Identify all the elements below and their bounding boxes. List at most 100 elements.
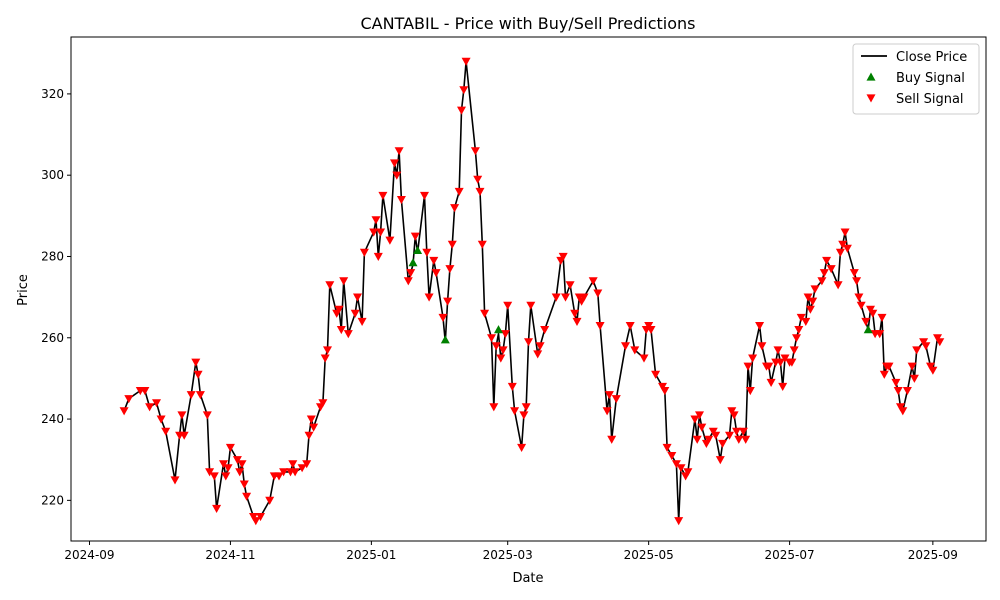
sell-signal-marker — [935, 338, 945, 347]
sell-signal-marker — [745, 387, 755, 396]
sell-signal-marker — [794, 326, 804, 335]
sell-signal-marker — [145, 403, 155, 412]
x-tick-label: 2024-11 — [205, 548, 255, 562]
sell-signal-marker — [893, 387, 903, 396]
legend-sell-swatch — [866, 94, 876, 103]
sell-signal-marker — [579, 293, 589, 302]
x-tick-label: 2025-05 — [624, 548, 674, 562]
sell-signal-marker — [119, 407, 129, 416]
sell-signal-marker — [394, 147, 404, 156]
sell-signal-marker — [588, 277, 598, 286]
y-tick-label: 320 — [41, 87, 64, 101]
sell-signal-marker — [621, 342, 630, 351]
sell-signal-marker — [718, 439, 728, 448]
sell-signal-marker — [625, 322, 635, 331]
sell-signal-marker — [500, 330, 510, 339]
sell-signal-marker — [808, 297, 818, 306]
sell-signal-marker — [378, 191, 388, 200]
sell-signal-marker — [734, 435, 744, 444]
sell-signal-marker — [826, 265, 836, 274]
sell-signal-marker — [891, 378, 901, 387]
sell-signal-marker — [459, 86, 469, 95]
sell-signal-marker — [748, 354, 758, 363]
sell-signal-marker — [242, 492, 252, 501]
sell-signal-marker — [237, 460, 247, 469]
sell-signal-marker — [879, 370, 889, 379]
buy-signal-marker — [494, 325, 503, 334]
sell-signal-marker — [526, 301, 536, 310]
sell-signal-marker — [170, 476, 180, 485]
sell-signal-marker — [480, 309, 490, 318]
y-tick-label: 240 — [41, 412, 64, 426]
sell-signal-marker — [470, 147, 480, 156]
sell-signal-marker — [457, 106, 466, 115]
sell-signal-marker — [593, 289, 603, 298]
sell-signal-marker — [431, 269, 441, 278]
sell-signal-marker — [256, 513, 265, 522]
sell-signal-marker — [630, 346, 640, 355]
x-tick-label: 2025-07 — [765, 548, 815, 562]
sell-signal-marker — [838, 240, 848, 249]
sell-signal-marker — [290, 468, 300, 477]
sell-signal-marker — [420, 191, 429, 200]
sell-signal-marker — [729, 411, 739, 420]
sell-signal-marker — [801, 317, 811, 326]
y-tick-label: 220 — [41, 493, 64, 507]
sell-signal-marker — [161, 427, 171, 436]
sell-signal-marker — [817, 277, 827, 286]
sell-signal-marker — [646, 326, 656, 335]
sell-signal-marker — [926, 362, 935, 371]
legend-label: Sell Signal — [896, 92, 964, 107]
sell-signal-marker — [491, 342, 501, 351]
sell-signal-marker — [438, 313, 448, 322]
sell-signal-marker — [406, 269, 416, 278]
sell-signal-marker — [124, 395, 134, 404]
sell-signal-marker — [489, 403, 499, 412]
sell-signal-marker — [757, 342, 767, 351]
sell-signal-marker — [297, 464, 307, 473]
sell-signal-marker — [842, 244, 852, 253]
sell-signal-marker — [223, 464, 233, 473]
sell-signal-marker — [766, 378, 776, 387]
sell-signal-marker — [840, 228, 850, 237]
sell-signal-marker — [805, 305, 815, 314]
sell-signal-marker — [595, 322, 605, 331]
sell-signal-marker — [884, 362, 894, 371]
sell-signal-marker — [540, 326, 550, 335]
sell-signal-marker — [773, 346, 783, 355]
sell-signal-marker — [835, 248, 845, 257]
sell-signal-marker — [309, 423, 319, 432]
sell-signal-marker — [533, 350, 543, 359]
sell-signal-marker — [902, 387, 912, 396]
sell-signal-marker — [487, 334, 496, 343]
sell-signal-marker — [517, 443, 527, 452]
sell-signal-marker — [692, 435, 702, 444]
sell-signal-marker — [385, 236, 395, 245]
sell-signal-marker — [909, 374, 919, 383]
sell-signal-marker — [403, 277, 413, 286]
sell-signal-marker — [671, 460, 681, 469]
sell-signal-marker — [704, 435, 714, 444]
sell-signal-marker — [856, 301, 866, 310]
sell-signal-marker — [318, 399, 328, 408]
sell-signal-marker — [475, 187, 485, 196]
sell-signal-marker — [477, 240, 487, 249]
sell-signal-marker — [140, 387, 150, 396]
sell-signal-marker — [819, 269, 829, 278]
sell-signal-marker — [861, 317, 871, 326]
sell-signal-marker — [443, 297, 453, 306]
sell-signal-marker — [662, 443, 672, 452]
sell-signal-marker — [390, 159, 399, 168]
sell-signal-marker — [822, 256, 832, 265]
sell-signal-marker — [323, 346, 332, 355]
sell-signal-marker — [302, 460, 312, 469]
sell-signal-marker — [193, 370, 203, 379]
sell-signal-marker — [697, 423, 707, 432]
sell-signal-marker — [743, 362, 753, 371]
sell-signal-marker — [715, 456, 725, 465]
sell-signal-marker — [424, 293, 434, 302]
sell-signal-marker — [738, 427, 748, 436]
sell-signal-marker — [191, 358, 201, 367]
sell-signal-marker — [660, 387, 670, 396]
sell-signal-marker — [604, 391, 614, 400]
